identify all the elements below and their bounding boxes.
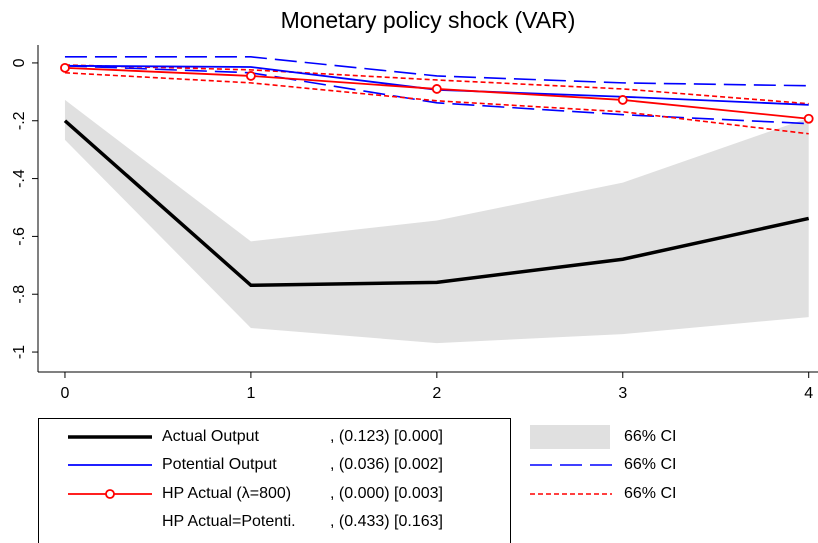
point <box>617 95 628 105</box>
point <box>803 113 814 124</box>
y-tick-label: -.8 <box>11 285 28 304</box>
series-line <box>63 119 810 288</box>
legend-swatch <box>530 425 610 449</box>
x-tick-label: 3 <box>618 385 627 402</box>
legend-label: HP Actual (λ=800) <box>162 485 291 502</box>
x-tick-label: 2 <box>432 385 441 402</box>
ci-line <box>64 64 809 105</box>
point <box>60 62 70 73</box>
legend-note: , (0.123) [0.000] <box>330 428 443 445</box>
legend-label: Potential Output <box>162 456 277 473</box>
legend-note: , (0.433) [0.163] <box>330 513 443 530</box>
legend-label: 66% CI <box>624 456 676 473</box>
y-tick-label: -.2 <box>11 111 28 130</box>
legend-label: HP Actual=Potenti. <box>162 513 296 530</box>
y-tick-label: -1 <box>11 345 28 359</box>
legend-label: Actual Output <box>162 428 260 445</box>
ci-line <box>64 71 809 135</box>
y-tick-label: -.6 <box>11 227 28 246</box>
x-tick-label: 4 <box>804 385 813 402</box>
legend-marker <box>105 489 115 499</box>
legend-note: , (0.036) [0.002] <box>330 456 443 473</box>
x-tick-label: 1 <box>246 385 255 402</box>
point <box>431 84 442 94</box>
y-tick-label: -.4 <box>11 169 28 188</box>
legend-box <box>38 418 511 543</box>
legend-label: 66% CI <box>624 485 676 502</box>
point <box>245 71 256 81</box>
x-tick-label: 0 <box>61 385 70 402</box>
ci-band <box>64 99 809 344</box>
legend-label: 66% CI <box>624 428 676 445</box>
legend-note: , (0.000) [0.003] <box>330 485 443 502</box>
ci-line <box>64 65 809 125</box>
chart-title: Monetary policy shock (VAR) <box>281 7 576 33</box>
y-tick-label: 0 <box>11 58 28 67</box>
ci-line <box>64 56 809 87</box>
